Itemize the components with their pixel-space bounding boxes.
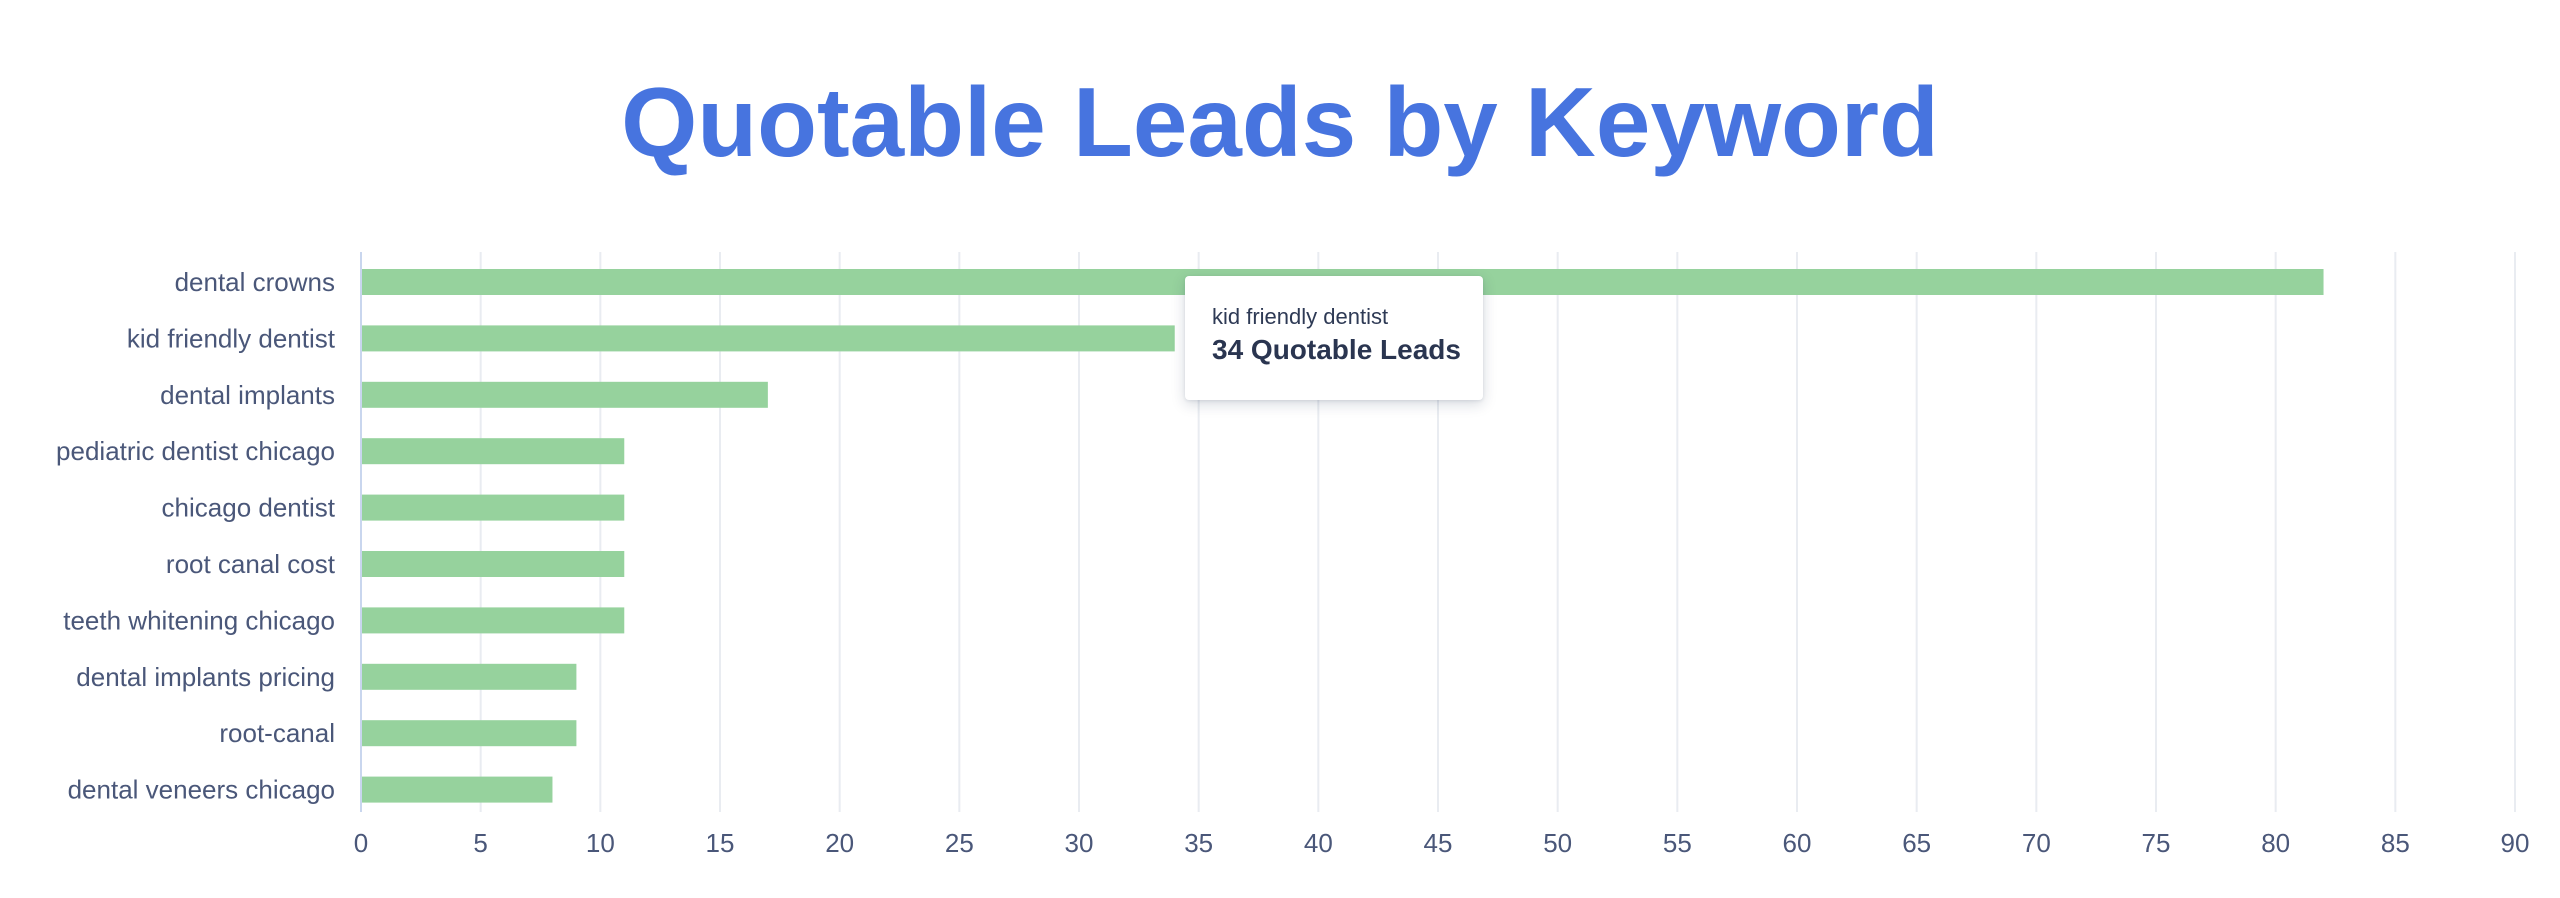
x-tick-label: 45 bbox=[1424, 828, 1453, 858]
bar-teeth-whitening-chicago[interactable] bbox=[362, 607, 625, 634]
category-label: pediatric dentist chicago bbox=[56, 436, 335, 466]
bar-chicago-dentist[interactable] bbox=[362, 494, 625, 521]
chart-tooltip: kid friendly dentist 34 Quotable Leads bbox=[1185, 276, 1483, 400]
x-tick-label: 20 bbox=[825, 828, 854, 858]
x-tick-label: 90 bbox=[2501, 828, 2530, 858]
x-tick-label: 5 bbox=[473, 828, 487, 858]
x-tick-label: 40 bbox=[1304, 828, 1333, 858]
x-tick-label: 30 bbox=[1065, 828, 1094, 858]
x-tick-label: 65 bbox=[1902, 828, 1931, 858]
bar-dental-veneers-chicago[interactable] bbox=[362, 776, 553, 803]
bar-root-canal[interactable] bbox=[362, 720, 577, 747]
x-tick-label: 85 bbox=[2381, 828, 2410, 858]
category-label: dental implants bbox=[160, 380, 335, 410]
x-tick-label: 80 bbox=[2261, 828, 2290, 858]
x-tick-label: 0 bbox=[354, 828, 368, 858]
category-label: teeth whitening chicago bbox=[63, 605, 335, 635]
category-label: dental implants pricing bbox=[76, 662, 335, 692]
category-label: kid friendly dentist bbox=[127, 323, 336, 353]
bar-kid-friendly-dentist[interactable] bbox=[362, 325, 1175, 352]
x-tick-label: 15 bbox=[706, 828, 735, 858]
chart-title: Quotable Leads by Keyword bbox=[621, 67, 1939, 177]
category-labels: dental crowns kid friendly dentist dental … bbox=[56, 267, 336, 805]
bar-dental-implants-pricing[interactable] bbox=[362, 663, 577, 690]
bar-root-canal-cost[interactable] bbox=[362, 551, 625, 577]
x-tick-label: 25 bbox=[945, 828, 974, 858]
x-tick-label: 70 bbox=[2022, 828, 2051, 858]
category-label: dental crowns bbox=[175, 267, 335, 297]
tooltip-value: 34 Quotable Leads bbox=[1212, 334, 1461, 365]
tick-labels: 0 5 10 15 20 25 30 35 40 45 50 55 60 65 70 75 80 85 90 bbox=[354, 828, 2530, 858]
x-tick-label: 75 bbox=[2142, 828, 2171, 858]
category-label: dental veneers chicago bbox=[68, 775, 335, 805]
category-label: chicago dentist bbox=[162, 493, 336, 523]
x-tick-label: 50 bbox=[1543, 828, 1572, 858]
bar-dental-implants[interactable] bbox=[362, 381, 768, 408]
bar-pediatric-dentist-chicago[interactable] bbox=[362, 438, 625, 465]
tooltip-category: kid friendly dentist bbox=[1212, 304, 1389, 329]
category-label: root canal cost bbox=[166, 549, 336, 579]
x-tick-label: 55 bbox=[1663, 828, 1692, 858]
x-tick-label: 60 bbox=[1783, 828, 1812, 858]
category-label: root-canal bbox=[219, 718, 335, 748]
x-tick-label: 35 bbox=[1184, 828, 1213, 858]
x-tick-label: 10 bbox=[586, 828, 615, 858]
